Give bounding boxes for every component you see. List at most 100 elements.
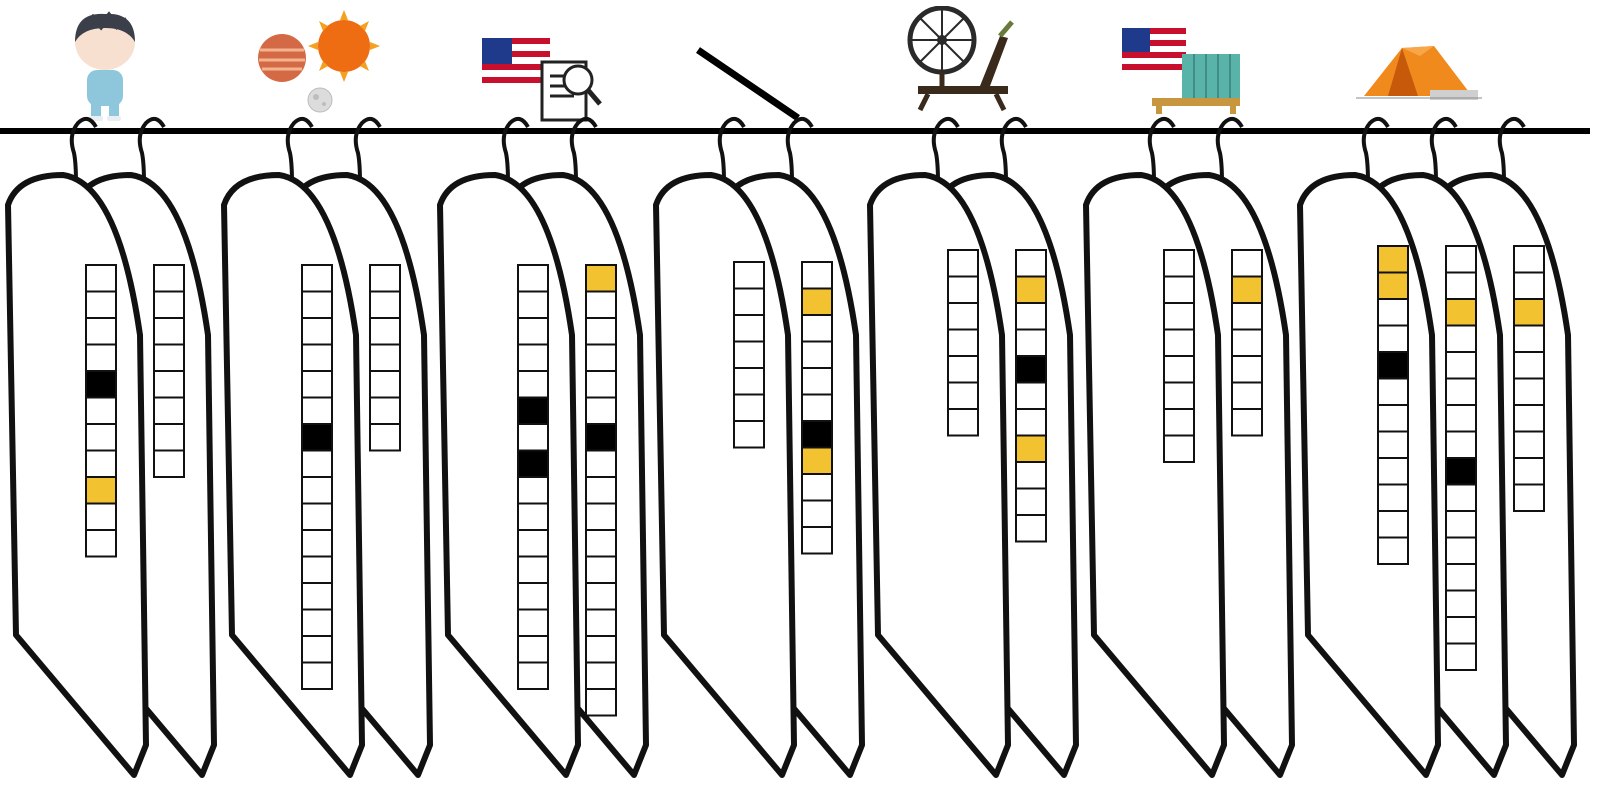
letter-cell[interactable] <box>801 314 833 343</box>
letter-cell[interactable] <box>1513 324 1545 353</box>
letter-cell[interactable] <box>733 393 765 422</box>
letter-cell[interactable] <box>585 555 617 584</box>
letter-cell[interactable] <box>301 502 333 531</box>
letter-cell[interactable] <box>153 290 185 319</box>
letter-cell[interactable] <box>1231 328 1263 357</box>
letter-cell[interactable] <box>801 526 833 555</box>
letter-cell[interactable] <box>1445 510 1477 539</box>
letter-cell[interactable] <box>517 529 549 558</box>
letter-cell[interactable] <box>153 317 185 346</box>
letter-cell[interactable] <box>801 287 833 316</box>
letter-cell[interactable] <box>1445 324 1477 353</box>
letter-cell[interactable] <box>1445 404 1477 433</box>
letter-cell[interactable] <box>801 420 833 449</box>
letter-cell[interactable] <box>1163 434 1195 463</box>
letter-cell[interactable] <box>517 370 549 399</box>
letter-cell[interactable] <box>1445 271 1477 300</box>
letter-cell[interactable] <box>1513 298 1545 327</box>
letter-cell[interactable] <box>733 340 765 369</box>
letter-cell[interactable] <box>1231 381 1263 410</box>
letter-cell[interactable] <box>517 661 549 690</box>
letter-cell[interactable] <box>85 264 117 293</box>
letter-cell[interactable] <box>85 502 117 531</box>
letter-cell[interactable] <box>517 608 549 637</box>
letter-cell[interactable] <box>85 317 117 346</box>
letter-cell[interactable] <box>801 499 833 528</box>
letter-cell[interactable] <box>585 264 617 293</box>
letter-cell[interactable] <box>1163 302 1195 331</box>
letter-cell[interactable] <box>517 555 549 584</box>
letter-cell[interactable] <box>1377 457 1409 486</box>
letter-cell[interactable] <box>301 423 333 452</box>
letter-cell[interactable] <box>153 396 185 425</box>
letter-cell[interactable] <box>85 449 117 478</box>
letter-cell[interactable] <box>369 343 401 372</box>
letter-cell[interactable] <box>1377 245 1409 274</box>
letter-cell[interactable] <box>1377 324 1409 353</box>
letter-cell[interactable] <box>85 396 117 425</box>
letter-cell[interactable] <box>301 343 333 372</box>
letter-cell[interactable] <box>301 317 333 346</box>
letter-cell[interactable] <box>1163 355 1195 384</box>
letter-cell[interactable] <box>1513 457 1545 486</box>
letter-cell[interactable] <box>585 343 617 372</box>
letter-cell[interactable] <box>1377 536 1409 565</box>
letter-cell[interactable] <box>1377 351 1409 380</box>
letter-cell[interactable] <box>153 449 185 478</box>
letter-cell[interactable] <box>1015 302 1047 331</box>
letter-cell[interactable] <box>1231 275 1263 304</box>
letter-cell[interactable] <box>1513 351 1545 380</box>
letter-cell[interactable] <box>1015 461 1047 490</box>
letter-cell[interactable] <box>1445 377 1477 406</box>
letter-cell[interactable] <box>801 340 833 369</box>
letter-cell[interactable] <box>585 635 617 664</box>
letter-cell[interactable] <box>301 661 333 690</box>
letter-cell[interactable] <box>1445 245 1477 274</box>
letter-cell[interactable] <box>1513 404 1545 433</box>
letter-cell[interactable] <box>585 661 617 690</box>
letter-cell[interactable] <box>369 423 401 452</box>
letter-cell[interactable] <box>1377 377 1409 406</box>
letter-cell[interactable] <box>301 370 333 399</box>
letter-cell[interactable] <box>153 264 185 293</box>
letter-cell[interactable] <box>85 476 117 505</box>
letter-cell[interactable] <box>733 261 765 290</box>
letter-cell[interactable] <box>1015 275 1047 304</box>
letter-cell[interactable] <box>517 396 549 425</box>
letter-cell[interactable] <box>947 302 979 331</box>
letter-cell[interactable] <box>85 529 117 558</box>
letter-cell[interactable] <box>369 396 401 425</box>
letter-cell[interactable] <box>153 423 185 452</box>
letter-cell[interactable] <box>733 287 765 316</box>
letter-cell[interactable] <box>947 275 979 304</box>
letter-cell[interactable] <box>153 343 185 372</box>
letter-cell[interactable] <box>369 317 401 346</box>
letter-cell[interactable] <box>301 476 333 505</box>
letter-cell[interactable] <box>947 355 979 384</box>
letter-cell[interactable] <box>517 290 549 319</box>
letter-cell[interactable] <box>301 582 333 611</box>
letter-cell[interactable] <box>1445 589 1477 618</box>
letter-cell[interactable] <box>1513 430 1545 459</box>
letter-cell[interactable] <box>517 635 549 664</box>
letter-cell[interactable] <box>301 264 333 293</box>
letter-cell[interactable] <box>947 328 979 357</box>
letter-cell[interactable] <box>947 249 979 278</box>
letter-cell[interactable] <box>1015 408 1047 437</box>
letter-cell[interactable] <box>585 582 617 611</box>
letter-cell[interactable] <box>1445 536 1477 565</box>
letter-cell[interactable] <box>947 381 979 410</box>
letter-cell[interactable] <box>1015 487 1047 516</box>
letter-cell[interactable] <box>85 343 117 372</box>
letter-cell[interactable] <box>1231 355 1263 384</box>
letter-cell[interactable] <box>517 423 549 452</box>
letter-cell[interactable] <box>369 264 401 293</box>
letter-cell[interactable] <box>301 396 333 425</box>
letter-cell[interactable] <box>1445 563 1477 592</box>
letter-cell[interactable] <box>369 370 401 399</box>
letter-cell[interactable] <box>585 396 617 425</box>
letter-cell[interactable] <box>301 635 333 664</box>
letter-cell[interactable] <box>1231 302 1263 331</box>
letter-cell[interactable] <box>1445 298 1477 327</box>
letter-cell[interactable] <box>1163 408 1195 437</box>
